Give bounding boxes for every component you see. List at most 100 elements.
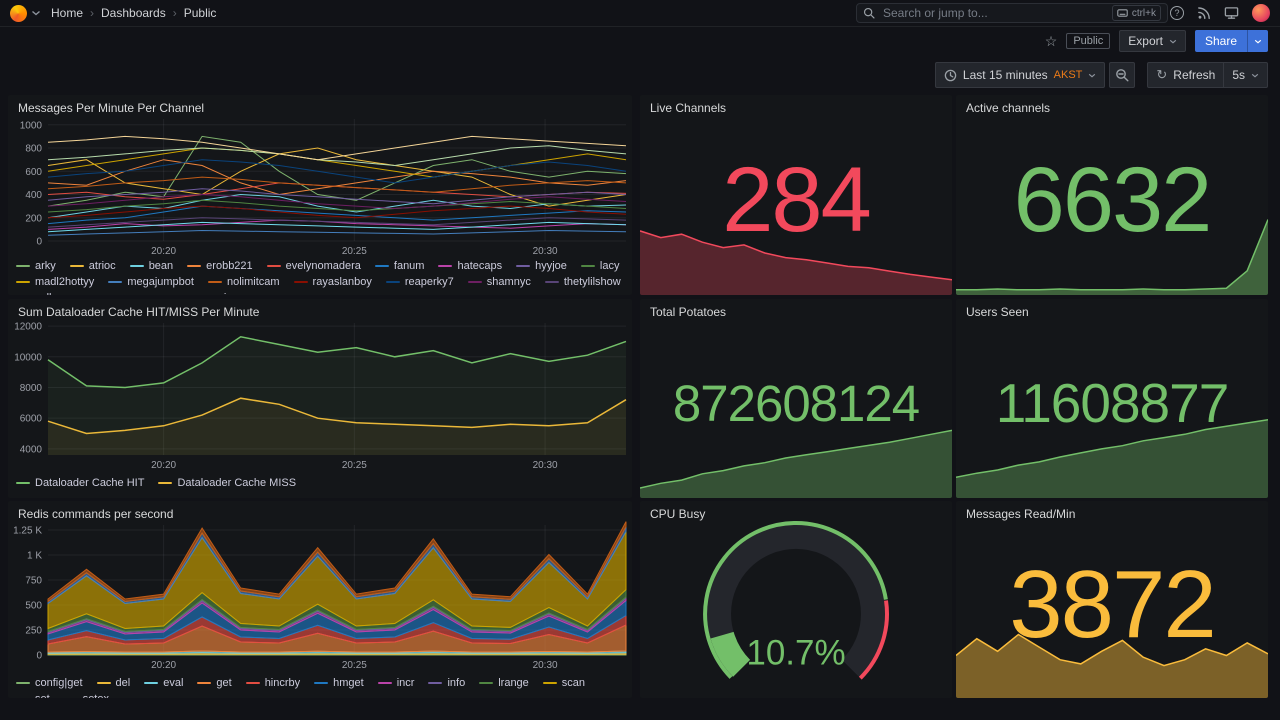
panel-title[interactable]: Messages Read/Min	[966, 507, 1076, 521]
stat-value: 872608124	[672, 375, 920, 432]
messages-line-chart[interactable]: 0 200 400 600 800 1000 20:20 20:25 20:30	[10, 115, 630, 257]
panel-redis-commands[interactable]: Redis commands per second 0 250 500 750 1 K 1…	[8, 501, 632, 698]
legend-item[interactable]: erobb221	[187, 259, 253, 273]
messages-legend: arky atrioc bean erobb221 evelynomadera fanum…	[16, 259, 628, 295]
legend-item[interactable]: hincrby	[245, 676, 300, 690]
legend-series-color	[542, 682, 557, 684]
dataloader-legend: Dataloader Cache HIT Dataloader Cache MIS…	[16, 476, 628, 492]
breadcrumb-home[interactable]: Home	[51, 6, 84, 20]
legend-item[interactable]: Dataloader Cache HIT	[16, 476, 144, 490]
rss-icon[interactable]	[1197, 6, 1211, 20]
legend-item[interactable]: setex	[64, 692, 109, 698]
legend-series-label: shamnyc	[486, 276, 531, 288]
legend-item[interactable]: Dataloader Cache MISS	[158, 476, 296, 490]
legend-series-color	[144, 682, 159, 684]
legend-item[interactable]: get	[197, 676, 232, 690]
refresh-interval-dropdown[interactable]: 5s	[1224, 62, 1268, 88]
legend-series-color	[69, 265, 84, 267]
legend-series-color	[16, 281, 30, 283]
legend-item[interactable]: madl2hottyy	[16, 275, 94, 289]
panel-title[interactable]: Users Seen	[966, 305, 1029, 319]
legend-item[interactable]: hyyjoe	[516, 259, 567, 273]
panel-dataloader-cache[interactable]: Sum Dataloader Cache HIT/MISS Per Minute…	[8, 299, 632, 498]
panel-title[interactable]: Live Channels	[650, 101, 727, 115]
user-avatar[interactable]	[1252, 4, 1270, 22]
panel-title[interactable]: Messages Per Minute Per Channel	[18, 101, 205, 115]
legend-series-color	[467, 281, 482, 283]
monitor-icon[interactable]	[1224, 6, 1239, 20]
legend-item[interactable]: megajumpbot	[108, 275, 194, 289]
dataloader-line-chart[interactable]: 4000 6000 8000 10000 12000 20:20 20:25 20:30	[10, 319, 630, 471]
help-icon[interactable]: ?	[1170, 6, 1184, 20]
panel-messages-per-minute[interactable]: Messages Per Minute Per Channel 0 200 400 6…	[8, 95, 632, 295]
legend-item[interactable]: reaperky7	[385, 275, 454, 289]
legend-series-color	[377, 682, 392, 684]
legend-series-color	[428, 682, 443, 684]
legend-item[interactable]: xqc	[90, 291, 126, 295]
legend-series-label: madl2hottyy	[35, 276, 95, 288]
star-icon[interactable]: ☆	[1044, 33, 1058, 49]
legend-item[interactable]: evelynomadera	[266, 259, 361, 273]
legend-item[interactable]: hatecaps	[438, 259, 502, 273]
svg-text:20:25: 20:25	[342, 660, 367, 671]
legend-item[interactable]: bean	[129, 259, 173, 273]
panel-title[interactable]: Redis commands per second	[18, 507, 174, 521]
panel-total-potatoes[interactable]: Total Potatoes 872608124	[640, 299, 952, 498]
search-box[interactable]: ctrl+k	[856, 3, 1168, 23]
legend-item[interactable]: nolimitcam	[207, 275, 280, 289]
legend-series-label: Dataloader Cache HIT	[35, 477, 145, 489]
panel-title[interactable]: Sum Dataloader Cache HIT/MISS Per Minute	[18, 305, 260, 319]
legend-item[interactable]: set	[16, 692, 50, 698]
panel-users-seen[interactable]: Users Seen 11608877	[956, 299, 1268, 498]
legend-item[interactable]: fanum	[374, 259, 424, 273]
grafana-logo[interactable]	[10, 4, 27, 22]
legend-series-label: arky	[35, 260, 56, 272]
nav-chevron-down-icon[interactable]	[31, 10, 41, 16]
legend-series-color	[96, 682, 111, 684]
time-range-picker[interactable]: Last 15 minutes AKST	[934, 62, 1106, 88]
redis-stacked-chart[interactable]: 0 250 500 750 1 K 1.25 K 20:20 20:25 20:30	[10, 521, 630, 671]
legend-item[interactable]: arky	[16, 259, 56, 273]
panel-cpu-busy[interactable]: CPU Busy 10.7%	[640, 501, 952, 698]
legend-item[interactable]: thetylilshow	[544, 275, 621, 289]
panel-live-channels[interactable]: Live Channels 284	[640, 95, 952, 295]
legend-item[interactable]: lacy	[580, 259, 619, 273]
legend-item[interactable]: scan	[542, 676, 585, 690]
panel-active-channels[interactable]: Active channels 6632	[956, 95, 1268, 295]
share-button[interactable]: Share	[1194, 30, 1268, 52]
panel-title[interactable]: CPU Busy	[650, 507, 706, 521]
legend-item[interactable]: rayaslanboy	[293, 275, 372, 289]
share-menu-caret[interactable]	[1247, 30, 1268, 52]
public-tag[interactable]: Public	[1066, 33, 1111, 49]
legend-item[interactable]: del	[96, 676, 130, 690]
legend-item[interactable]: incr	[377, 676, 414, 690]
legend-item[interactable]: eval	[144, 676, 183, 690]
svg-text:20:30: 20:30	[533, 246, 558, 257]
svg-text:600: 600	[25, 167, 42, 178]
svg-text:20:30: 20:30	[533, 660, 558, 671]
legend-item[interactable]: yourragegaming	[140, 291, 239, 295]
panel-messages-read[interactable]: Messages Read/Min 3872	[956, 501, 1268, 698]
share-label: Share	[1204, 34, 1237, 48]
panel-title[interactable]: Active channels	[966, 101, 1051, 115]
legend-item[interactable]: hmget	[314, 676, 364, 690]
zoom-out-button[interactable]	[1109, 62, 1136, 88]
search-icon	[863, 7, 875, 19]
search-input[interactable]	[881, 5, 1106, 21]
breadcrumb-dashboards[interactable]: Dashboards	[101, 6, 166, 20]
legend-series-label: eval	[163, 677, 184, 689]
legend-item[interactable]: atrioc	[69, 259, 116, 273]
svg-text:1000: 1000	[20, 120, 43, 131]
nav-right-icons: ?	[1170, 0, 1270, 26]
legend-item[interactable]: config|get	[16, 676, 83, 690]
panel-title[interactable]: Total Potatoes	[650, 305, 727, 319]
refresh-interval-label: 5s	[1232, 68, 1245, 82]
legend-item[interactable]: valkyrae	[16, 291, 76, 295]
refresh-button[interactable]: ↻ Refresh	[1147, 62, 1225, 88]
legend-item[interactable]: lrange	[479, 676, 529, 690]
breadcrumb-public[interactable]: Public	[183, 6, 217, 20]
legend-item[interactable]: info	[428, 676, 465, 690]
legend-item[interactable]: shamnyc	[467, 275, 531, 289]
export-button[interactable]: Export	[1119, 30, 1186, 52]
legend-series-label: set	[35, 692, 50, 698]
